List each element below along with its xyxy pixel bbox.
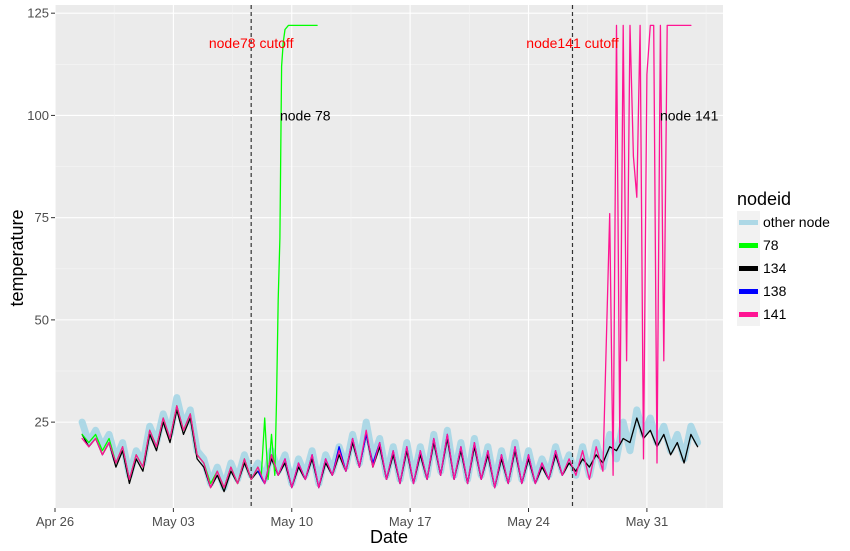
- x-axis-title: Date: [370, 527, 408, 547]
- y-axis: 25 50 75 100 125: [27, 6, 55, 430]
- series-layer: [78, 24, 702, 493]
- legend-label: 138: [763, 283, 787, 299]
- y-tick-label: 100: [27, 108, 49, 123]
- y-tick-label: 75: [35, 210, 49, 225]
- series-line-141: [81, 24, 692, 489]
- series-line-other-node: [78, 394, 702, 492]
- legend-label: 134: [763, 260, 787, 276]
- y-tick-label: 125: [27, 6, 49, 21]
- x-tick-label: May 03: [152, 514, 195, 529]
- x-axis: Apr 26 May 03 May 10 May 17 May 24 May 31: [36, 508, 668, 529]
- grid-lines: [54, 5, 723, 508]
- cutoff-label: node78 cutoff: [209, 35, 294, 51]
- legend-label: 78: [763, 237, 779, 253]
- legend-label: 141: [763, 306, 787, 322]
- annotation-layer: node 78 node 141: [280, 107, 719, 123]
- legend-label: other node: [763, 214, 830, 230]
- x-tick-label: May 31: [626, 514, 669, 529]
- cutoff-label: node141 cutoff: [526, 35, 618, 51]
- x-tick-label: Apr 26: [36, 514, 74, 529]
- y-axis-title: temperature: [7, 209, 27, 306]
- legend: nodeid other node 78 134 138 141: [737, 189, 830, 326]
- x-tick-label: May 10: [270, 514, 313, 529]
- cutoff-layer: node78 cutoff node141 cutoff: [209, 5, 619, 508]
- annotation-label: node 141: [660, 107, 719, 123]
- x-tick-label: May 24: [507, 514, 550, 529]
- x-tick-label: May 17: [389, 514, 432, 529]
- annotation-label: node 78: [280, 107, 331, 123]
- y-tick-label: 25: [35, 415, 49, 430]
- legend-title: nodeid: [737, 189, 791, 209]
- y-tick-label: 50: [35, 312, 49, 327]
